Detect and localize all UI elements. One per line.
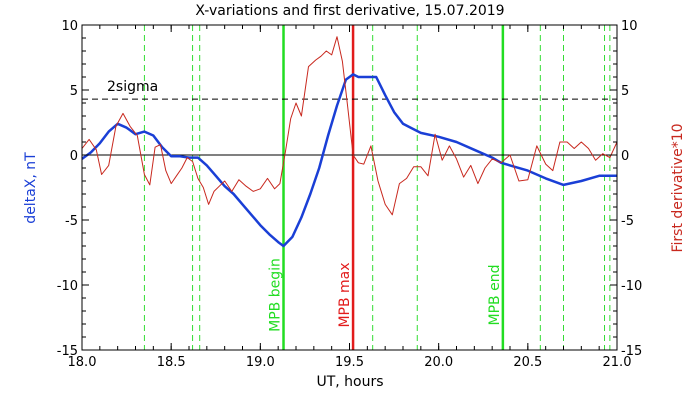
x-tick-label: 18.5 <box>157 355 186 370</box>
marker-label: MPB begin <box>268 258 284 332</box>
derivative-series-line <box>81 36 618 216</box>
y-axis-left-label: deltaX, nT <box>23 152 39 224</box>
y-tick-label: -5 <box>621 214 634 229</box>
y-axis-left: -15 -10 -5 0 5 10 <box>57 19 89 359</box>
marker-label: MPB max <box>337 262 353 327</box>
marker-labels: MPB begin MPB max MPB end <box>268 258 503 332</box>
x-tick-label: 18.0 <box>68 355 97 370</box>
x-tick-label: 21.0 <box>603 355 632 370</box>
vertical-markers <box>143 25 611 350</box>
series-group <box>81 36 618 248</box>
y-tick-label: 0 <box>621 149 629 164</box>
y-tick-label: -10 <box>621 279 642 294</box>
marker-label: MPB end <box>487 265 503 326</box>
y-tick-label: -15 <box>57 344 78 359</box>
y-tick-label: 5 <box>70 84 78 99</box>
x-tick-label: 20.0 <box>424 355 453 370</box>
y-axis-right-label: First derivative*10 <box>670 123 686 252</box>
y-tick-label: 0 <box>70 149 78 164</box>
y-tick-label: 10 <box>61 19 78 34</box>
y-tick-label: -15 <box>621 344 642 359</box>
y-axis-right: -15 -10 -5 0 5 10 <box>610 19 642 359</box>
x-tick-label: 19.5 <box>335 355 364 370</box>
x-axis-label: UT, hours <box>316 374 383 390</box>
x-tick-label: 19.0 <box>246 355 275 370</box>
x-tick-label: 20.5 <box>513 355 542 370</box>
deltax-series-line <box>81 73 617 248</box>
threshold-label: 2sigma <box>107 79 158 95</box>
x-axis: 18.0 18.5 19.0 19.5 20.0 20.5 21.0 <box>68 25 632 370</box>
y-tick-label: -10 <box>57 279 78 294</box>
y-tick-label: -5 <box>65 214 78 229</box>
y-tick-label: 5 <box>621 84 629 99</box>
y-tick-label: 10 <box>621 19 638 34</box>
chart-title: X-variations and first derivative, 15.07… <box>195 3 504 19</box>
